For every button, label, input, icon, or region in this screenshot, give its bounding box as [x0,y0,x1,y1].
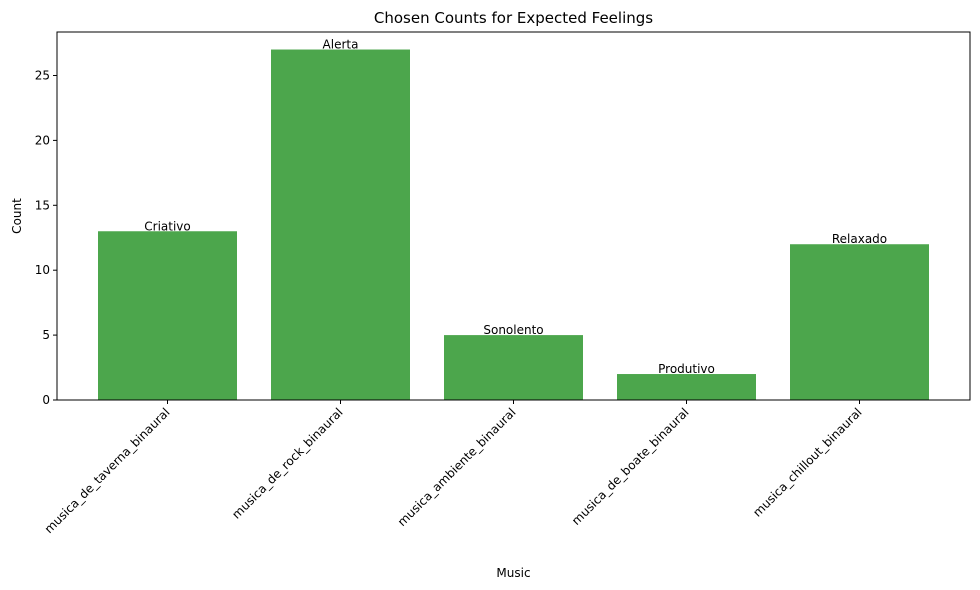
y-tick-label: 25 [35,68,50,82]
data-label: Sonolento [483,323,543,337]
bar-musica_ambiente_binaural [444,335,583,400]
y-tick-label: 5 [42,328,50,342]
y-tick-label: 15 [35,198,50,212]
y-tick-label: 20 [35,133,50,147]
x-tick-label: musica_ambiente_binaural [395,405,519,529]
data-label: Alerta [323,38,359,52]
x-tick-label: musica_de_boate_binaural [569,405,692,528]
y-axis-label: Count [10,198,24,234]
x-tick-label: musica_de_rock_binaural [229,405,345,521]
y-tick-label: 0 [42,393,50,407]
plot-frame [56,31,971,401]
x-axis: musica_de_taverna_binaural musica_de_rock… [42,400,865,536]
data-labels-group: Criativo Alerta Sonolento Produtivo Relaxado [144,38,887,377]
chart-title: Chosen Counts for Expected Feelings [374,9,653,27]
y-tick-label: 10 [35,263,50,277]
bar-musica_de_boate_binaural [617,374,756,400]
x-tick-label: musica_chillout_binaural [750,405,864,519]
y-axis: 0 5 10 15 20 25 [35,68,57,407]
bar-musica_chillout_binaural [790,244,929,400]
x-tick-label: musica_de_taverna_binaural [42,405,173,536]
data-label: Criativo [144,219,190,233]
bar-musica_de_rock_binaural [271,49,410,401]
data-label: Produtivo [658,362,715,376]
bars-group [98,49,929,401]
x-axis-label: Music [496,566,530,580]
bar-musica_de_taverna_binaural [98,231,237,400]
data-label: Relaxado [832,232,887,246]
